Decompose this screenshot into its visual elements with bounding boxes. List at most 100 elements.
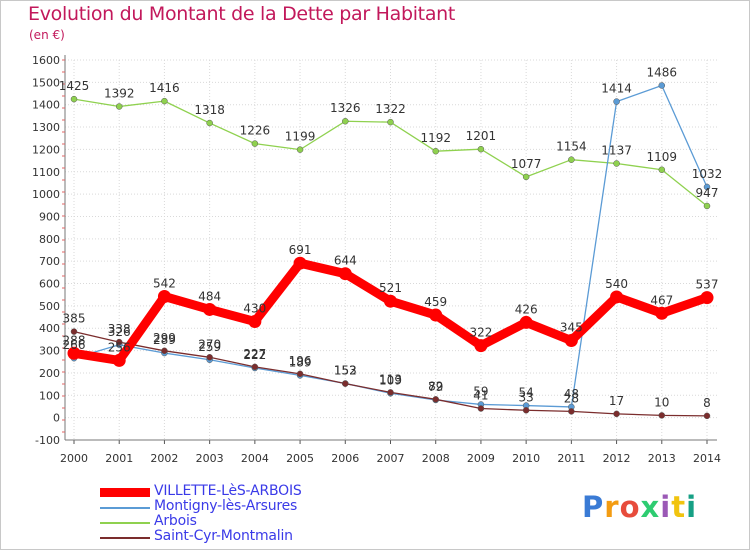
y-tick-label: 1000 [32, 188, 60, 201]
data-point [70, 328, 78, 335]
data-label: 1199 [285, 130, 316, 144]
data-label: 484 [198, 289, 221, 303]
legend-label: VILLETTE-LèS-ARBOIS [154, 483, 302, 499]
data-label: 33 [519, 390, 534, 404]
y-tick-label: 900 [39, 210, 60, 223]
data-label: 8 [703, 396, 711, 410]
data-point [432, 396, 439, 403]
series-layer [67, 82, 714, 420]
data-point [613, 410, 620, 418]
data-label: 1077 [511, 157, 542, 171]
data-point [384, 294, 397, 308]
logo-letter: i [660, 490, 672, 524]
data-label: 28 [564, 391, 579, 405]
data-label: 1392 [104, 86, 135, 100]
data-label: 1201 [466, 129, 497, 143]
legend-swatch [100, 507, 150, 509]
data-label: 17 [609, 394, 624, 408]
logo-letter: t [671, 490, 687, 524]
data-label: 1032 [692, 167, 723, 181]
data-label: 540 [605, 277, 628, 291]
data-point [522, 407, 530, 414]
data-label: 189 [289, 355, 312, 369]
y-tick-label: 500 [39, 300, 60, 313]
data-point [161, 347, 168, 355]
data-point [112, 353, 126, 367]
data-label: 426 [515, 302, 538, 316]
data-point [658, 412, 666, 419]
data-label: 1137 [601, 143, 632, 157]
data-point [67, 346, 81, 360]
data-label: 345 [560, 321, 583, 335]
data-point [477, 145, 485, 153]
data-label: 266 [63, 338, 86, 352]
legend-swatch [100, 488, 150, 497]
data-label: 644 [334, 254, 357, 268]
data-point [703, 412, 711, 420]
x-tick-label: 2009 [467, 452, 495, 465]
x-tick-label: 2000 [60, 452, 88, 465]
data-label: 54 [519, 386, 534, 400]
data-label: 270 [198, 337, 221, 351]
data-point [115, 103, 123, 110]
data-point [387, 118, 394, 126]
y-tick-label: 200 [39, 367, 60, 380]
data-label: 79 [428, 380, 443, 394]
data-label: 537 [696, 278, 719, 292]
data-label: 41 [473, 388, 488, 402]
data-point [157, 289, 171, 303]
x-tick-label: 2001 [105, 452, 133, 465]
data-point [703, 183, 711, 191]
data-point [248, 315, 262, 329]
y-tick-label: 1600 [32, 54, 60, 67]
data-label: 256 [108, 340, 131, 354]
data-label: 48 [564, 387, 579, 401]
data-point [568, 408, 575, 415]
data-point [564, 334, 578, 348]
data-point [115, 338, 123, 346]
x-tick-label: 2003 [196, 452, 224, 465]
data-label: 259 [198, 340, 221, 354]
logo-letter: i [686, 490, 698, 524]
x-tick-label: 2010 [512, 452, 540, 465]
data-label: 153 [334, 363, 357, 377]
data-label: 691 [289, 243, 312, 257]
data-point [474, 339, 488, 353]
data-label: 113 [379, 372, 402, 386]
data-point [342, 380, 349, 387]
data-label: 542 [153, 276, 176, 290]
data-point [296, 146, 304, 153]
data-label: 299 [153, 331, 176, 345]
data-point [432, 147, 439, 155]
data-label: 430 [243, 302, 266, 316]
data-label: 385 [63, 312, 86, 326]
data-label: 109 [379, 373, 402, 387]
data-point [658, 166, 666, 174]
data-label: 59 [473, 384, 488, 398]
data-label: 467 [650, 293, 673, 307]
chart-title: Evolution du Montant de la Dette par Hab… [28, 3, 456, 25]
data-label: 322 [469, 326, 492, 340]
logo-letter: P [582, 490, 605, 524]
logo-letter: o [619, 490, 641, 524]
y-tick-label: 1400 [32, 99, 60, 112]
legend-swatch [100, 522, 150, 524]
y-tick-label: 100 [39, 389, 60, 402]
x-tick-label: 2005 [286, 452, 314, 465]
logo-letter: r [604, 490, 620, 524]
data-label: 1486 [647, 65, 678, 79]
data-label: 196 [289, 354, 312, 368]
data-point [387, 389, 394, 396]
y-tick-label: 1300 [32, 121, 60, 134]
data-label: 1326 [330, 101, 361, 115]
y-tick-label: 1500 [32, 76, 60, 89]
y-tick-label: -100 [35, 434, 60, 447]
data-point [342, 117, 349, 125]
axis-layer: -100 0 100 200 300 400 500 600 700 800 900 1000 1100… [32, 54, 721, 465]
data-point [655, 306, 669, 320]
y-tick-label: 800 [39, 233, 60, 246]
x-tick-label: 2002 [150, 452, 178, 465]
y-tick-label: 0 [53, 412, 60, 425]
y-tick-label: 600 [39, 278, 60, 291]
data-label: 947 [696, 186, 719, 200]
